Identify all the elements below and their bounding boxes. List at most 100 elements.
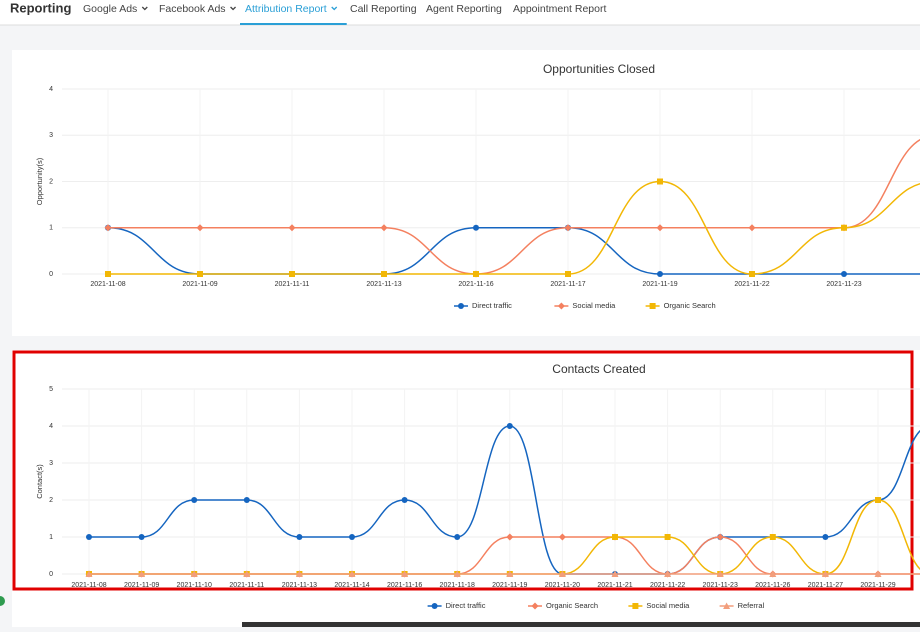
x-tick-label: 2021-11-19: [492, 582, 527, 589]
point: [657, 178, 663, 185]
point: [454, 534, 461, 540]
nav-bar: [0, 0, 920, 25]
chart: Contacts Created Contact(s) 0 1 2 3 4 5 2021-11-…: [35, 362, 920, 610]
point: [243, 497, 250, 503]
y-tick-label: 1: [49, 534, 53, 541]
y-tick-label: 2: [49, 497, 53, 504]
point: [380, 224, 388, 232]
point: [197, 271, 203, 277]
point: [506, 533, 514, 541]
y-tick-label: 3: [49, 460, 53, 467]
point: [401, 570, 409, 577]
point: [473, 271, 479, 277]
x-tick-label: 2021-11-19: [642, 281, 677, 288]
point: [104, 224, 112, 232]
point: [649, 303, 656, 309]
legend-label[interactable]: Direct traffic: [446, 601, 486, 610]
point: [105, 271, 111, 277]
chevron: [141, 6, 148, 11]
point: [348, 570, 356, 577]
x-tick-label: 2021-11-16: [387, 582, 422, 589]
nav-tab[interactable]: Call Reporting: [350, 3, 417, 15]
x-tick-label: 2021-11-18: [440, 582, 475, 589]
point: [191, 497, 198, 503]
chevron: [230, 6, 237, 11]
legend-label[interactable]: Direct traffic: [472, 301, 512, 310]
point: [288, 224, 296, 232]
legend-label[interactable]: Organic Search: [546, 601, 598, 610]
nav-tab[interactable]: Attribution Report: [245, 3, 327, 15]
point: [841, 224, 847, 231]
nav-tab[interactable]: Appointment Report: [513, 3, 606, 15]
x-tick-label: 2021-11-08: [71, 582, 106, 589]
nav-tab[interactable]: Facebook Ads: [159, 3, 226, 15]
point: [822, 534, 829, 540]
point: [506, 423, 513, 429]
point: [431, 603, 438, 609]
chart-title: Contacts Created: [552, 362, 645, 376]
x-tick-label: 2021-11-20: [545, 582, 580, 589]
x-tick-label: 2021-11-10: [177, 582, 212, 589]
status-dot: [0, 596, 5, 606]
point: [85, 570, 93, 577]
nav-tab[interactable]: Agent Reporting: [426, 3, 502, 15]
x-tick-label: 2021-11-23: [826, 281, 861, 288]
point: [749, 271, 755, 277]
x-tick-label: 2021-11-11: [229, 582, 264, 589]
card: [12, 50, 920, 336]
point: [458, 303, 464, 309]
y-tick-label: 3: [49, 132, 53, 139]
point: [716, 533, 724, 541]
point: [401, 497, 408, 503]
point: [821, 570, 829, 577]
legend-label[interactable]: Social media: [572, 301, 616, 310]
point: [295, 570, 303, 577]
point: [612, 534, 618, 540]
point: [748, 224, 756, 232]
x-tick-label: 2021-11-08: [90, 281, 125, 288]
series-line: [107, 138, 920, 275]
point: [656, 224, 664, 232]
point: [558, 533, 566, 541]
point: [473, 224, 479, 231]
x-tick-label: 2021-11-23: [703, 582, 738, 589]
legend-label[interactable]: Referral: [738, 601, 765, 610]
active-underline: [240, 23, 347, 25]
point: [86, 534, 92, 540]
y-tick-label: 4: [49, 86, 53, 93]
point: [196, 224, 204, 232]
point: [243, 570, 251, 577]
x-tick-label: 2021-11-13: [366, 281, 401, 288]
point: [190, 570, 198, 577]
point: [289, 271, 295, 277]
x-tick-label: 2021-11-13: [282, 582, 317, 589]
scroll-bar: [242, 622, 920, 627]
x-tick-label: 2021-11-26: [755, 582, 790, 589]
point: [716, 570, 724, 577]
x-tick-label: 2021-11-22: [650, 582, 685, 589]
chart-title: Opportunities Closed: [543, 62, 655, 76]
highlight-box: [12, 350, 914, 591]
point: [874, 570, 882, 577]
point: [875, 497, 881, 503]
x-tick-label: 2021-11-14: [334, 582, 369, 589]
point: [564, 224, 572, 232]
y-tick-label: 0: [49, 271, 53, 278]
x-tick-label: 2021-11-09: [182, 281, 217, 288]
legend-label[interactable]: Organic Search: [664, 301, 716, 310]
point: [723, 602, 731, 609]
point: [531, 602, 539, 610]
point: [381, 271, 387, 277]
legend-label[interactable]: Social media: [646, 601, 690, 610]
point: [296, 534, 303, 540]
point: [453, 570, 461, 577]
y-tick-label: 5: [49, 386, 53, 393]
x-tick-label: 2021-11-21: [597, 582, 632, 589]
nav-tab[interactable]: Google Ads: [83, 3, 137, 15]
x-tick-label: 2021-11-09: [124, 582, 159, 589]
point: [664, 534, 671, 540]
point: [557, 302, 565, 310]
point: [769, 534, 776, 540]
